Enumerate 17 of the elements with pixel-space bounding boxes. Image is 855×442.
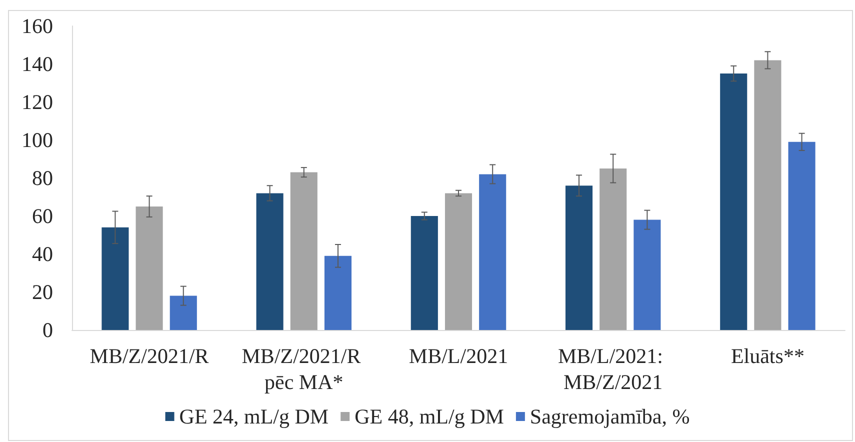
legend-label: GE 48, mL/g DM <box>354 404 504 428</box>
y-tick-label: 120 <box>22 90 53 114</box>
y-tick-label: 100 <box>22 128 53 152</box>
y-tick-label: 160 <box>22 14 53 38</box>
y-tick-label: 40 <box>32 242 53 266</box>
y-tick-label: 80 <box>32 166 53 190</box>
y-tick-label: 0 <box>42 318 53 342</box>
legend-label: GE 24, mL/g DM <box>179 404 329 428</box>
x-tick-label: MB/Z/2021/R <box>90 344 209 368</box>
x-tick-label: Eluāts** <box>730 344 804 368</box>
legend-label: Sagremojamība, % <box>530 404 690 428</box>
y-tick-label: 20 <box>32 280 53 304</box>
x-tick-label: MB/L/2021: MB/Z/2021 <box>558 344 668 394</box>
x-tick-label: MB/L/2021 <box>408 344 508 368</box>
x-tick-label: MB/Z/2021/R pēc MA* <box>242 344 366 394</box>
y-tick-label: 140 <box>22 52 53 76</box>
y-tick-label: 60 <box>32 204 53 228</box>
